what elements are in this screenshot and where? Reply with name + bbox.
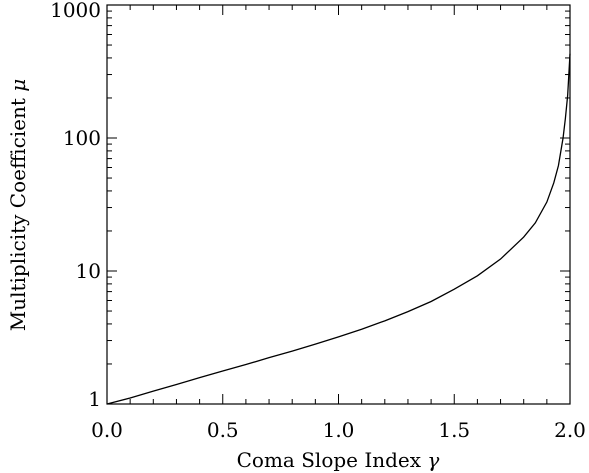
- tick-labels: 0.0 0.5 1.0 1.5 2.0 1 10 100 1000: [50, 0, 586, 442]
- x-tick-label: 2.0: [554, 418, 586, 442]
- x-tick-label: 0.5: [207, 418, 239, 442]
- x-tick-label: 1.5: [438, 418, 470, 442]
- x-tick-label: 1.0: [323, 418, 355, 442]
- x-axis-label: Coma Slope Index γ: [237, 448, 440, 472]
- y-tick-label: 1: [88, 387, 101, 411]
- plot-frame: [106, 4, 571, 405]
- x-tick-label: 0.0: [91, 418, 123, 442]
- y-tick-label: 1000: [50, 0, 101, 22]
- y-axis-label: Multiplicity Coefficient μ: [6, 79, 30, 332]
- y-tick-label: 100: [63, 126, 101, 150]
- series-line: [106, 53, 571, 405]
- axis-ticks: [106, 4, 571, 405]
- y-tick-label: 10: [76, 259, 101, 283]
